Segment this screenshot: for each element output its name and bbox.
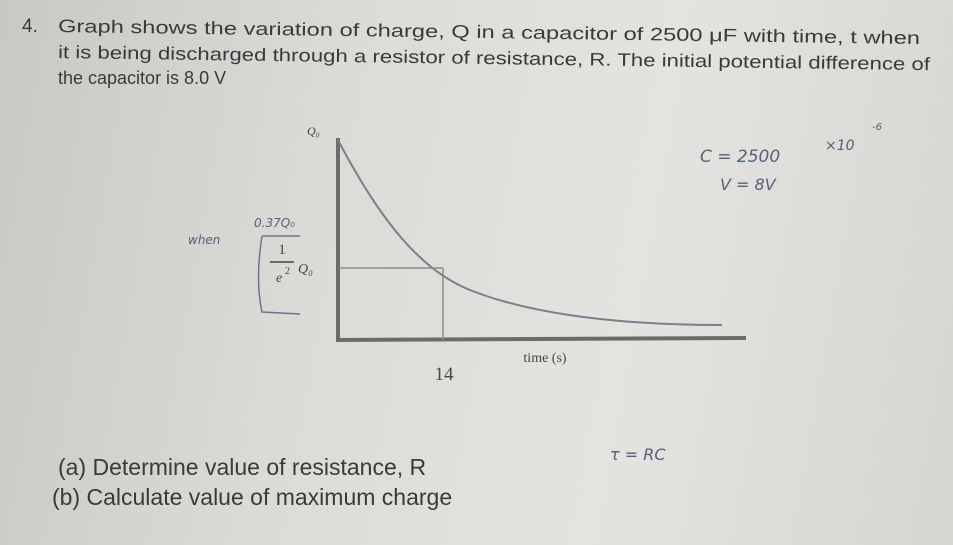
question-number: 4. (22, 16, 38, 37)
x-axis (335, 336, 747, 342)
note-voltage: V = 8V (720, 175, 777, 194)
question-part: (b) Calculate value of maximum charge (52, 484, 452, 510)
x-mark-label: 14 (435, 364, 455, 385)
note-multiplier: ×10 (825, 138, 855, 154)
fraction-numerator: 1 (278, 242, 286, 258)
question-line: the capacitor is 8.0 V (58, 68, 226, 88)
note-exponent: -6 (872, 122, 882, 133)
fraction-exponent: 2 (285, 266, 290, 277)
note-when: when (188, 233, 220, 247)
handwritten-box (257, 235, 301, 315)
note-time-constant: τ = RC (610, 445, 666, 464)
note-value: 0.37Q₀ (254, 216, 295, 230)
x-axis-label: time (s) (523, 351, 566, 366)
y-top-label: Q₀ (307, 124, 320, 138)
fraction-denominator: e (276, 271, 282, 286)
question-part: (a) Determine value of resistance, R (58, 454, 426, 480)
decay-curve (337, 139, 723, 326)
note-capacitance: C = 2500 (700, 147, 780, 167)
fraction-suffix: Q₀ (298, 262, 313, 277)
